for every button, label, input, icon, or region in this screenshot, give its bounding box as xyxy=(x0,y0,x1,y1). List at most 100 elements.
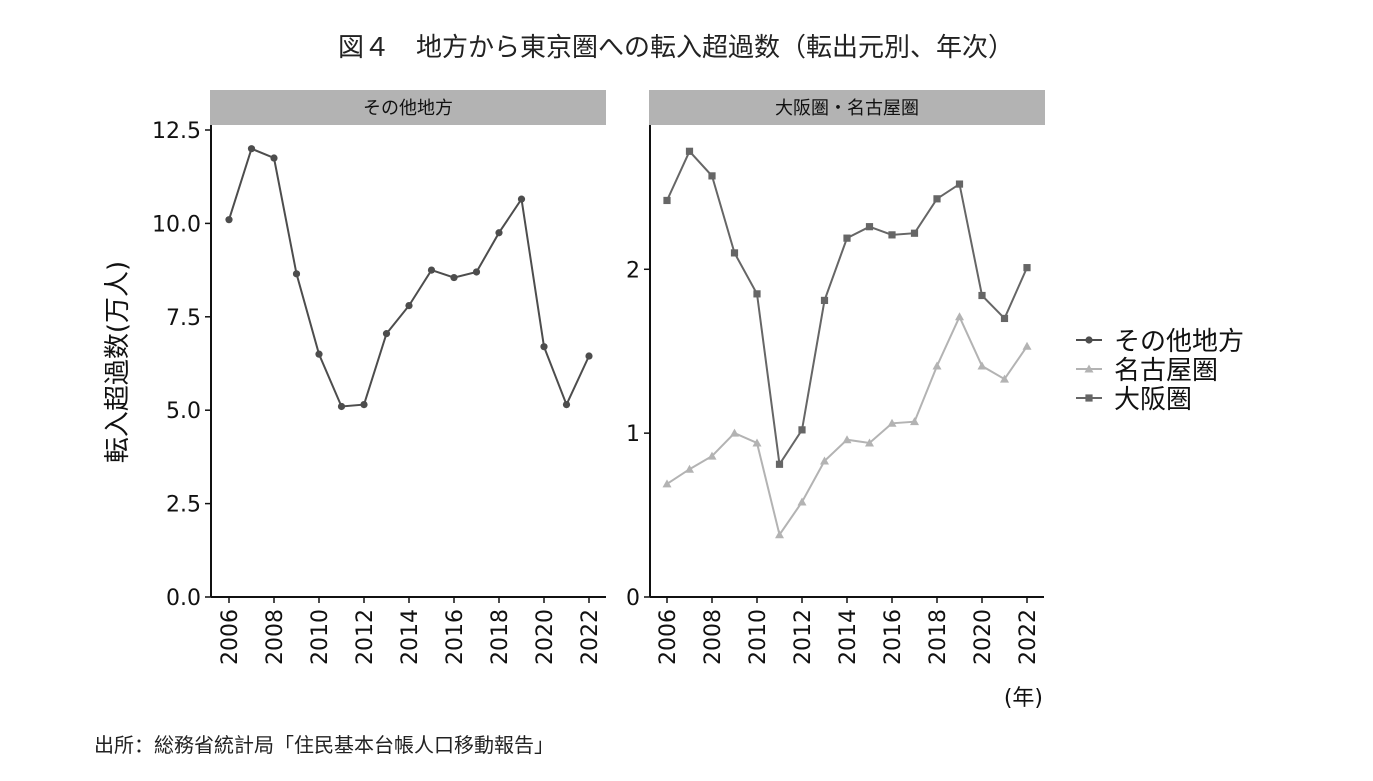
data-point xyxy=(1085,336,1093,344)
data-point xyxy=(685,464,694,473)
data-point xyxy=(360,400,368,409)
data-point xyxy=(842,435,852,444)
data-point xyxy=(517,195,526,203)
data-point xyxy=(562,400,571,409)
data-point xyxy=(910,417,919,426)
data-point xyxy=(865,438,874,447)
x-tick-label: 2022 xyxy=(578,609,603,665)
data-point xyxy=(932,361,942,370)
panel-strip-label: その他地方 xyxy=(363,98,453,119)
data-point xyxy=(730,428,739,437)
panel-strip-label: 大阪圏・名古屋圏 xyxy=(775,98,919,119)
data-point xyxy=(775,460,784,468)
data-point xyxy=(540,343,548,351)
data-point xyxy=(820,456,829,465)
data-point xyxy=(382,330,391,338)
data-point xyxy=(730,249,739,257)
x-tick-label: 2018 xyxy=(488,609,513,665)
panel-strip xyxy=(210,90,606,125)
data-point xyxy=(427,266,436,274)
panel-strip xyxy=(649,90,1045,125)
y-tick-label: 7.5 xyxy=(166,306,201,331)
x-tick-label: 2016 xyxy=(881,609,906,665)
y-tick-label: 0 xyxy=(626,586,640,611)
data-point xyxy=(978,291,986,300)
data-point xyxy=(225,216,233,224)
data-point xyxy=(910,229,919,237)
data-point xyxy=(798,426,806,434)
series-line xyxy=(228,147,590,408)
y-tick-label: 1 xyxy=(626,422,640,447)
x-tick-label: 2006 xyxy=(656,609,681,665)
data-point xyxy=(1000,374,1009,383)
data-point xyxy=(843,234,851,242)
y-tick-label: 0.0 xyxy=(166,586,201,611)
data-point xyxy=(933,195,941,203)
data-point xyxy=(865,223,874,231)
x-tick-label: 2020 xyxy=(971,609,996,665)
y-tick-label: 2 xyxy=(626,258,640,283)
data-point xyxy=(292,270,301,278)
data-point xyxy=(270,154,278,162)
data-point xyxy=(1022,341,1032,350)
data-point xyxy=(955,312,964,321)
data-point xyxy=(797,497,807,506)
data-point xyxy=(663,196,671,205)
legend-label: その他地方 xyxy=(1114,327,1244,357)
x-tick-label: 2010 xyxy=(746,609,771,665)
x-tick-label: 2010 xyxy=(308,609,333,665)
data-point xyxy=(775,530,784,539)
data-point xyxy=(685,147,694,155)
data-point xyxy=(708,172,716,180)
x-tick-label: 2020 xyxy=(533,609,558,665)
panel-osaka-nagoya: 大阪圏・名古屋圏 0 1 2 2006 2008 2010 2012 2014 2016 2018… xyxy=(626,90,1045,665)
legend-label: 名古屋圏 xyxy=(1114,356,1218,386)
data-point xyxy=(472,268,481,276)
panel-axes: 0 1 2 2006 2008 2010 2012 2014 2016 2018 2020 2022 xyxy=(626,125,1044,665)
data-point xyxy=(585,352,593,360)
y-axis-label: 転入超過数(万人) xyxy=(103,261,133,463)
panel-axes: 0.0 2.5 5.0 7.5 10.0 12.5 2006 2008 2010 2012 2014… xyxy=(152,119,606,665)
source-note: 出所：総務省統計局「住民基本台帳人口移動報告」 xyxy=(94,733,554,757)
x-tick-label: 2006 xyxy=(218,609,243,665)
data-point xyxy=(888,231,896,239)
x-tick-label: 2022 xyxy=(1016,609,1041,665)
series-line xyxy=(666,149,1028,468)
x-tick-label: 2014 xyxy=(836,609,861,665)
data-point xyxy=(315,350,323,358)
data-point xyxy=(1085,394,1093,402)
data-point xyxy=(405,301,413,310)
y-tick-label: 12.5 xyxy=(152,119,201,144)
x-axis-unit: (年) xyxy=(1004,686,1043,711)
data-point xyxy=(450,273,458,282)
panel-marks xyxy=(225,145,593,411)
data-point xyxy=(337,402,346,411)
data-point xyxy=(752,438,762,447)
data-point xyxy=(820,296,829,305)
data-point xyxy=(707,451,717,460)
data-point xyxy=(1023,264,1031,272)
data-point xyxy=(495,229,503,237)
x-tick-label: 2014 xyxy=(398,609,423,665)
x-tick-label: 2016 xyxy=(443,609,468,665)
panel-marks xyxy=(662,147,1032,539)
data-point xyxy=(1000,314,1009,323)
data-point xyxy=(955,180,964,188)
series-line xyxy=(666,314,1028,538)
panel-other-regions: その他地方 0.0 2.5 5.0 7.5 10.0 12.5 2006 2008 2010 20… xyxy=(152,90,606,665)
data-point xyxy=(1084,364,1094,373)
x-tick-label: 2008 xyxy=(263,609,288,665)
data-point xyxy=(977,361,987,370)
data-point xyxy=(247,145,256,153)
figure-title: 図４ 地方から東京圏への転入超過数（転出元別、年次） xyxy=(338,33,1014,63)
data-point xyxy=(753,290,761,298)
y-tick-label: 10.0 xyxy=(152,212,201,237)
x-tick-label: 2012 xyxy=(353,609,378,665)
y-tick-label: 5.0 xyxy=(166,399,201,424)
x-tick-label: 2012 xyxy=(791,609,816,665)
x-tick-label: 2008 xyxy=(701,609,726,665)
y-tick-label: 2.5 xyxy=(166,493,201,518)
legend-label: 大阪圏 xyxy=(1114,385,1192,415)
data-point xyxy=(662,479,672,488)
